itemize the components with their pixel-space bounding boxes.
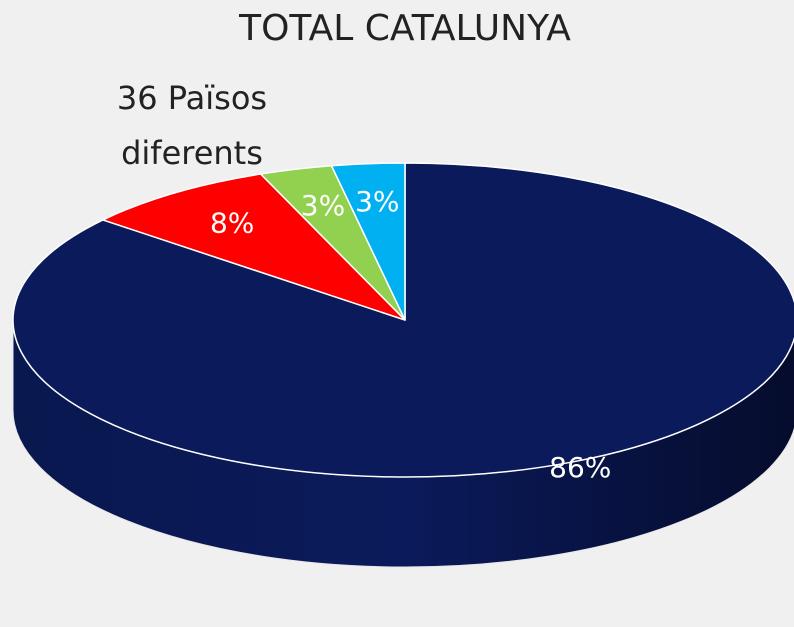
data-label: 3% <box>301 189 345 222</box>
pie <box>12 162 794 568</box>
pie-slice <box>100 173 406 321</box>
data-label: 86% <box>549 451 611 484</box>
pie-slice <box>330 162 406 321</box>
annotation: diferents <box>121 134 263 172</box>
chart-title: TOTAL CATALUNYA <box>238 8 571 49</box>
data-label: 3% <box>355 185 399 218</box>
annotation: 36 Països <box>117 79 267 117</box>
data-label: 8% <box>210 207 254 240</box>
